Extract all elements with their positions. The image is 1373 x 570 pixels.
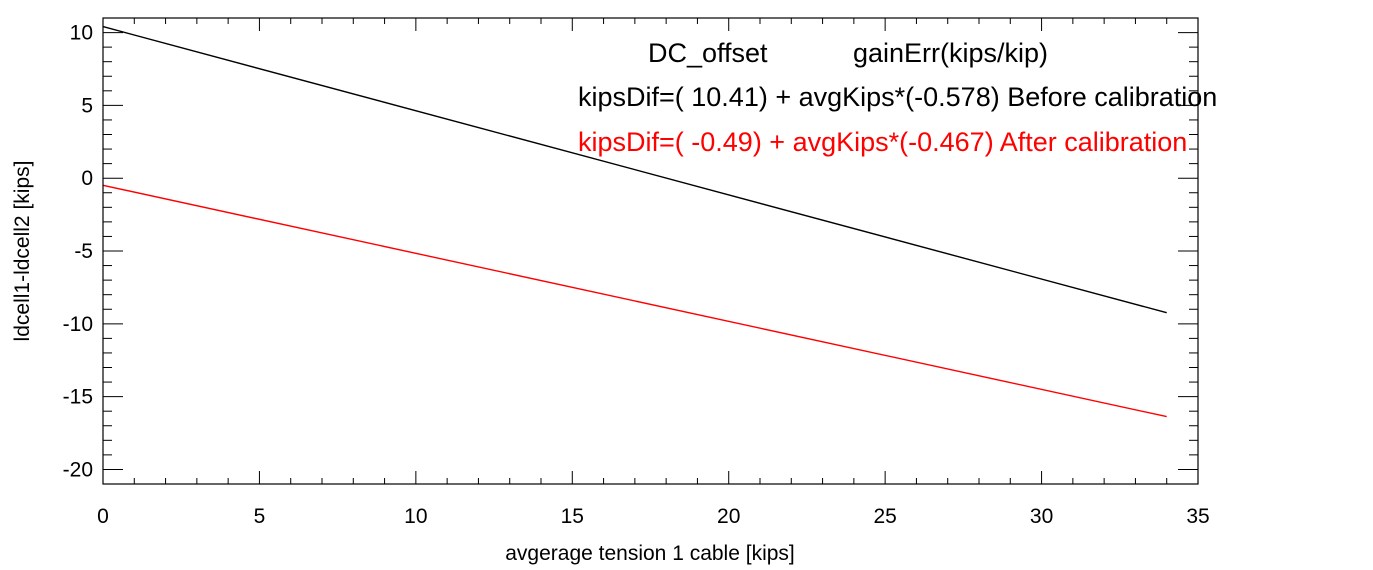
legend-header-gain-err: gainErr(kips/kip) (853, 38, 1048, 68)
fit-equation-before: kipsDif=( 10.41) + avgKips*(-0.578) Befo… (578, 82, 1217, 112)
y-tick-label: 5 (81, 94, 93, 117)
y-tick-label: -20 (63, 458, 93, 481)
series-line-before (102, 25, 1167, 314)
labels-layer: 0 5 10 15 20 25 30 35 -20 -15 -10 -5 0 5 10 (63, 22, 1210, 528)
legend-header-dc-offset: DC_offset (648, 38, 768, 68)
x-tick-label: 20 (717, 505, 740, 528)
x-tick-label: 5 (254, 505, 266, 528)
x-axis-title: avgerage tension 1 cable [kips] (505, 542, 795, 565)
series-layer (102, 25, 1167, 418)
x-tick-label: 30 (1030, 505, 1053, 528)
x-tick-label: 10 (404, 505, 427, 528)
fit-equation-after: kipsDif=( -0.49) + avgKips*(-0.467) Afte… (578, 127, 1187, 157)
plot-frame (102, 17, 1199, 485)
y-tick-label: 10 (70, 22, 93, 45)
y-tick-label: -5 (74, 240, 93, 263)
y-tick-label: -10 (63, 313, 93, 336)
series-line-after (102, 184, 1167, 418)
y-tick-label: 0 (81, 167, 93, 190)
y-tick-label: -15 (63, 386, 93, 409)
x-tick-label: 35 (1186, 505, 1209, 528)
x-tick-label: 25 (873, 505, 896, 528)
x-tick-label: 0 (97, 505, 109, 528)
y-axis-title: ldcell1-ldcell2 [kips] (11, 161, 34, 342)
x-tick-label: 15 (561, 505, 584, 528)
